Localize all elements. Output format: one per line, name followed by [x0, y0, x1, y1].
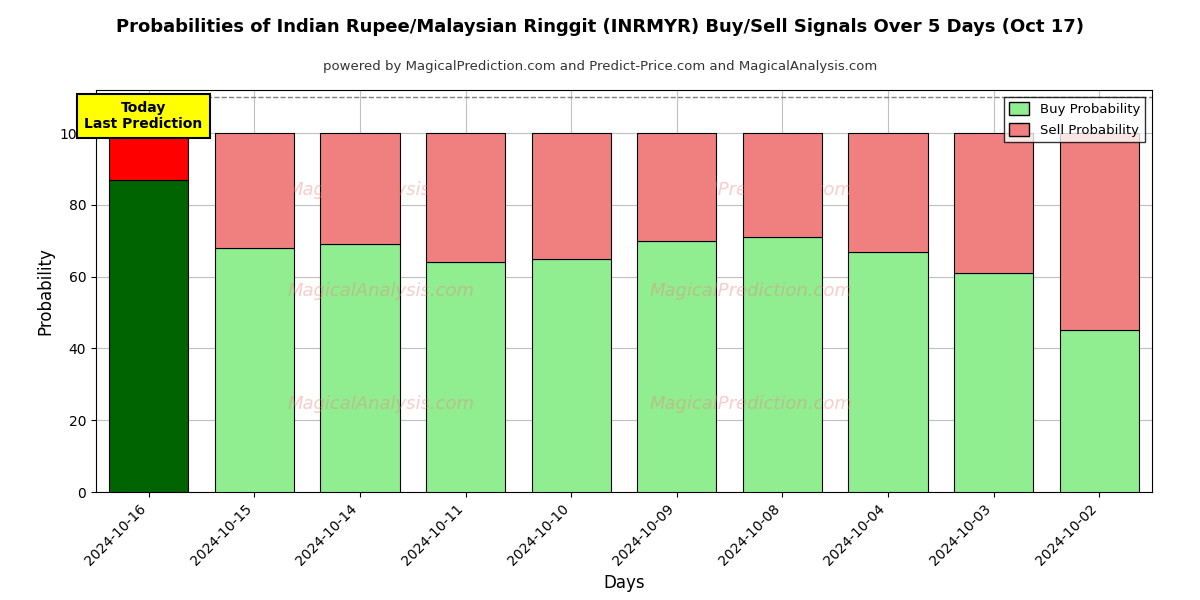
- Legend: Buy Probability, Sell Probability: Buy Probability, Sell Probability: [1004, 97, 1146, 142]
- Bar: [320, 244, 400, 492]
- Bar: [1060, 133, 1139, 331]
- Bar: [954, 133, 1033, 273]
- Bar: [426, 133, 505, 262]
- Bar: [954, 273, 1033, 492]
- Bar: [743, 237, 822, 492]
- Text: powered by MagicalPrediction.com and Predict-Price.com and MagicalAnalysis.com: powered by MagicalPrediction.com and Pre…: [323, 60, 877, 73]
- Text: MagicalPrediction.com: MagicalPrediction.com: [649, 181, 852, 199]
- Text: MagicalPrediction.com: MagicalPrediction.com: [649, 395, 852, 413]
- Y-axis label: Probability: Probability: [36, 247, 54, 335]
- Bar: [215, 248, 294, 492]
- X-axis label: Days: Days: [604, 574, 644, 592]
- Bar: [848, 133, 928, 251]
- Bar: [637, 133, 716, 241]
- Text: Probabilities of Indian Rupee/Malaysian Ringgit (INRMYR) Buy/Sell Signals Over 5: Probabilities of Indian Rupee/Malaysian …: [116, 18, 1084, 36]
- Text: MagicalAnalysis.com: MagicalAnalysis.com: [288, 395, 475, 413]
- Bar: [215, 133, 294, 248]
- Bar: [426, 262, 505, 492]
- Text: Today
Last Prediction: Today Last Prediction: [84, 101, 203, 131]
- Bar: [637, 241, 716, 492]
- Text: MagicalAnalysis.com: MagicalAnalysis.com: [288, 181, 475, 199]
- Bar: [532, 133, 611, 259]
- Bar: [743, 133, 822, 237]
- Bar: [1060, 331, 1139, 492]
- Bar: [532, 259, 611, 492]
- Bar: [320, 133, 400, 244]
- Text: MagicalAnalysis.com: MagicalAnalysis.com: [288, 282, 475, 300]
- Text: MagicalPrediction.com: MagicalPrediction.com: [649, 282, 852, 300]
- Bar: [848, 251, 928, 492]
- Bar: [109, 180, 188, 492]
- Bar: [109, 133, 188, 180]
